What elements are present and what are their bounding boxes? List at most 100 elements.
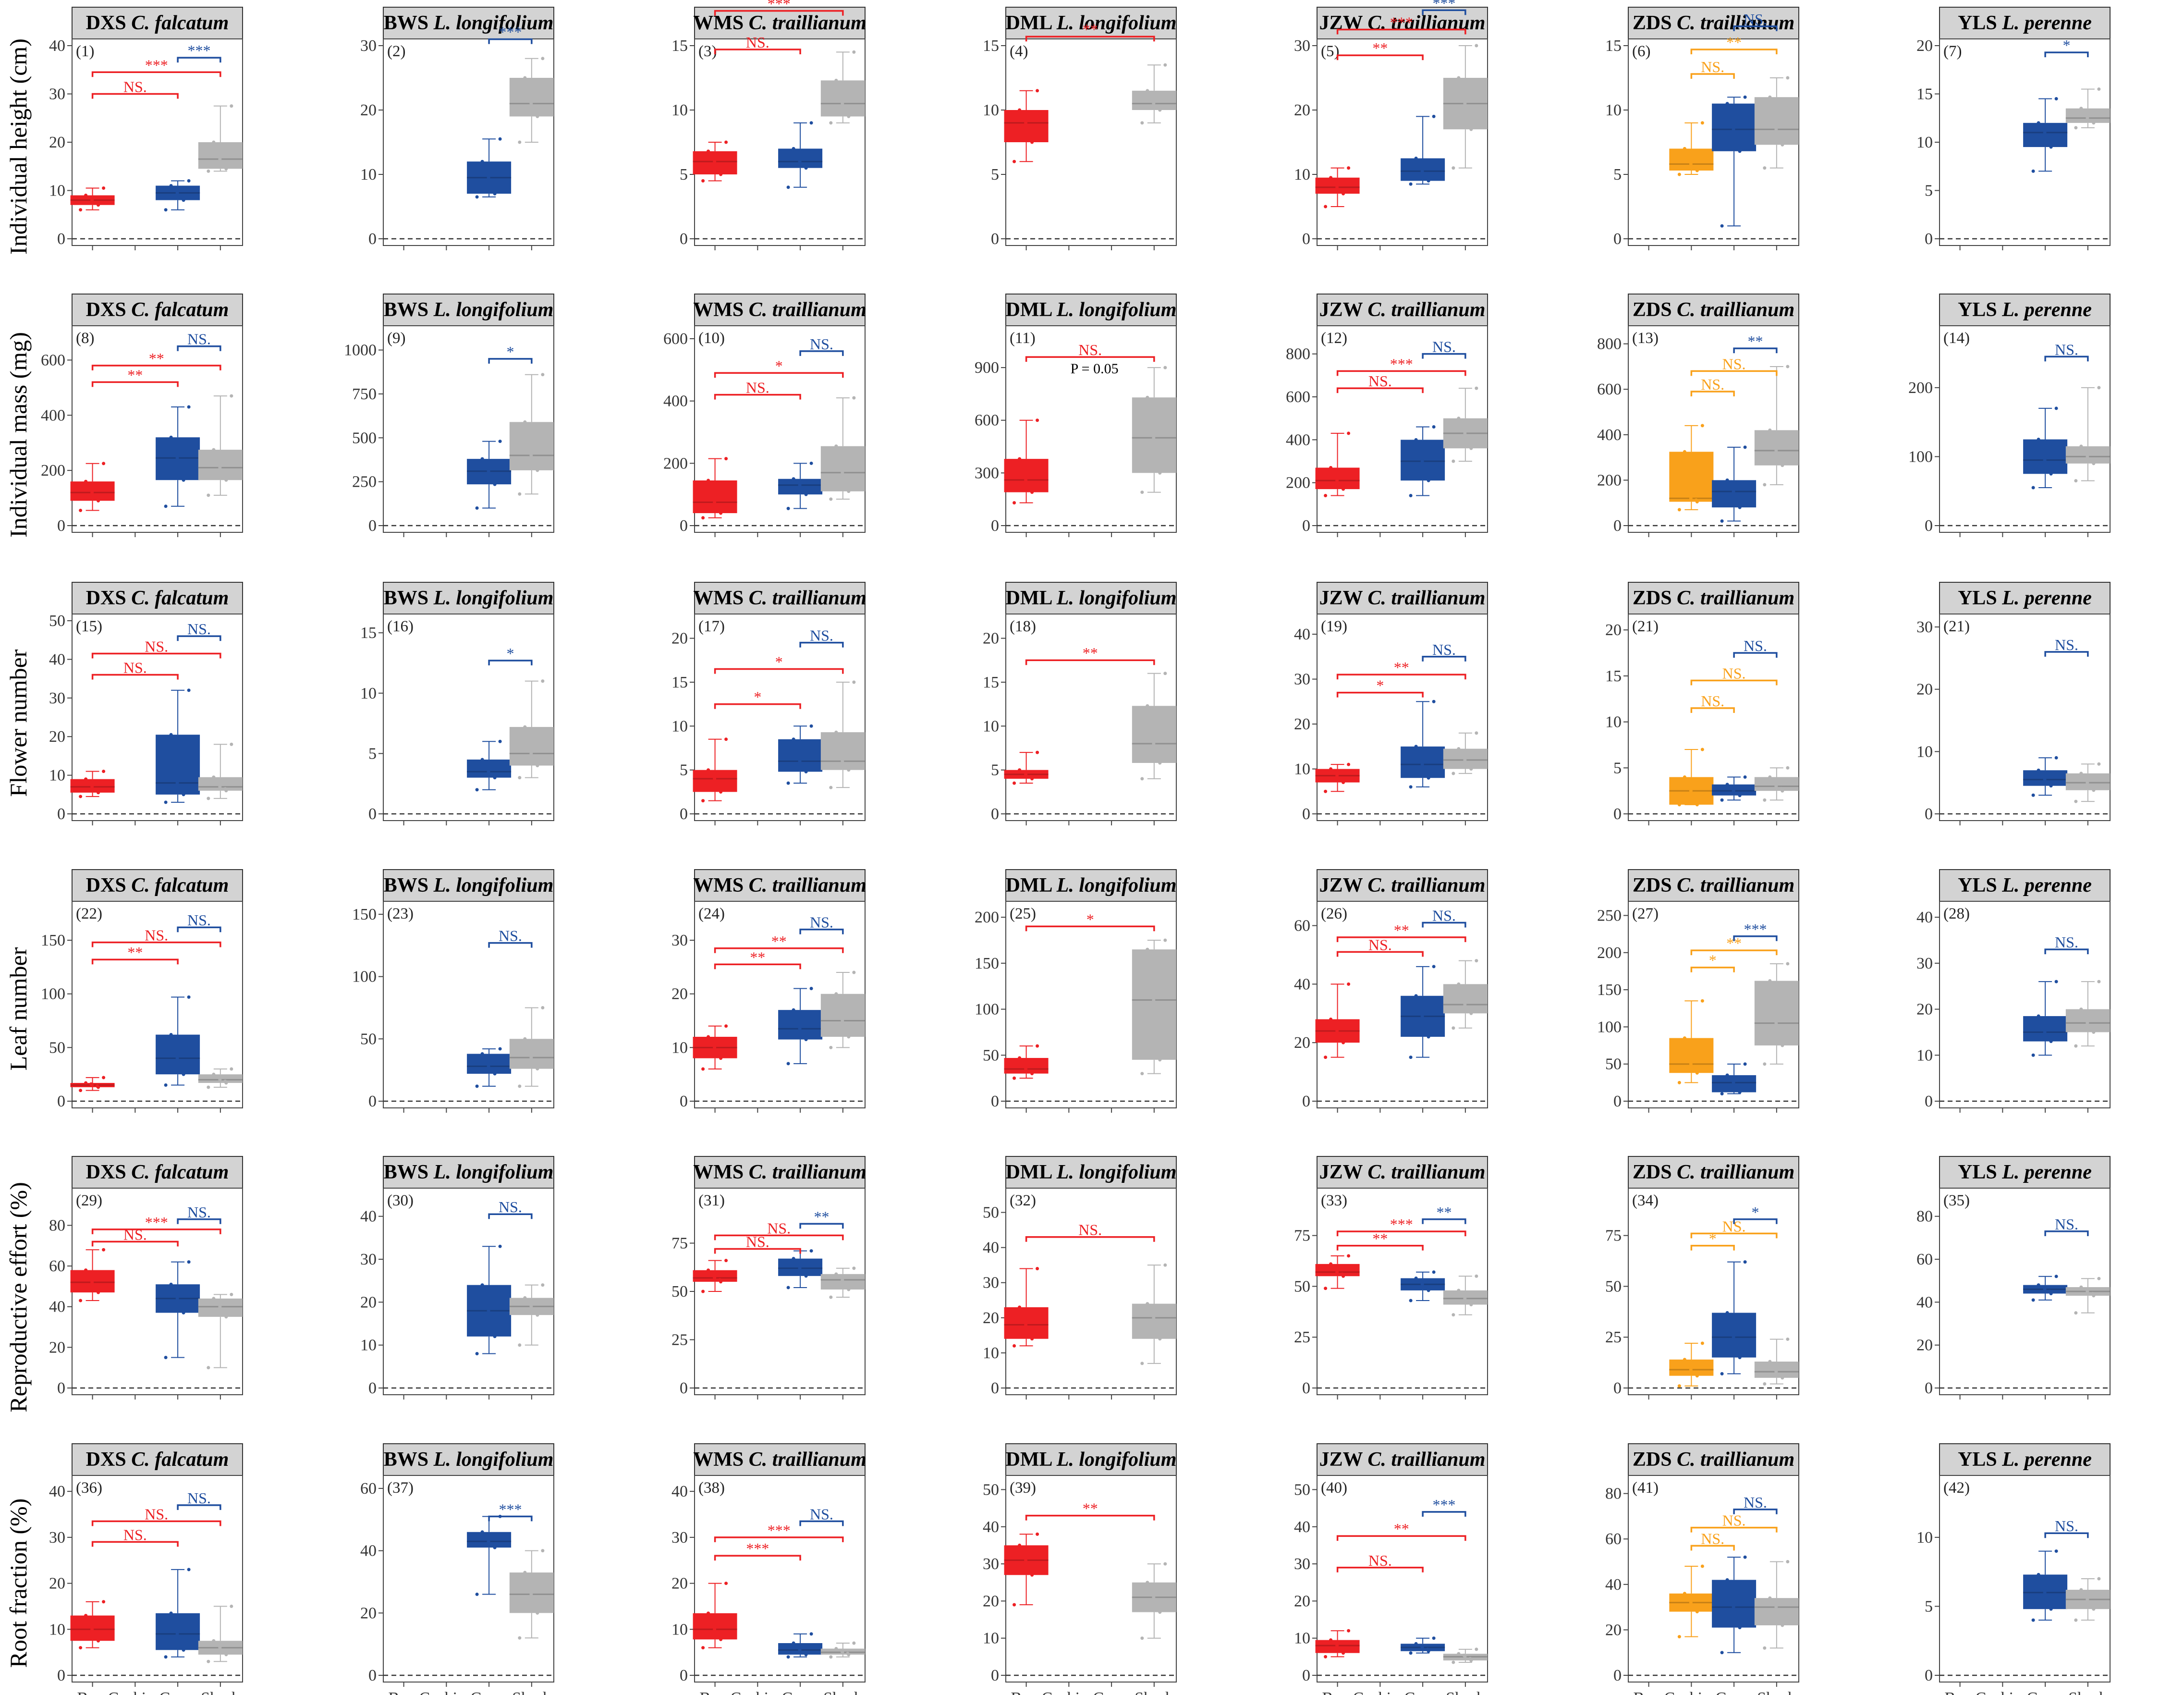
- data-point: [1426, 769, 1429, 773]
- data-point: [1694, 1605, 1698, 1609]
- data-point: [1743, 95, 1747, 99]
- y-tick-label: 10: [671, 1039, 688, 1056]
- data-point: [1780, 135, 1783, 139]
- y-tick-label: 20: [1605, 621, 1622, 639]
- data-point: [701, 1067, 705, 1071]
- data-point: [1163, 366, 1167, 369]
- strip-species: L. longifolium: [1056, 299, 1177, 321]
- y-tick-label: 300: [975, 464, 999, 482]
- strip-species: C. traillianum: [1677, 874, 1794, 897]
- panel-strip-title: DXS C. falcatum: [86, 12, 229, 34]
- data-point: [218, 1646, 222, 1650]
- data-point: [713, 1276, 717, 1280]
- data-point: [1342, 192, 1345, 196]
- data-point: [1468, 1007, 1472, 1011]
- box-shrub: [1754, 430, 1799, 466]
- y-tick-label: 600: [975, 412, 999, 430]
- data-point: [2043, 131, 2047, 135]
- y-tick-label: 60: [1605, 1530, 1622, 1548]
- panel-38: WMS C. traillianum 0 10 20 30 40 BareCushionGr…: [671, 1443, 866, 1695]
- x-tick-label: Grass: [470, 1689, 507, 1695]
- data-point: [175, 456, 179, 460]
- strip-site: DML: [1006, 1161, 1057, 1183]
- y-tick-label: 30: [49, 1529, 65, 1547]
- data-point: [1475, 731, 1478, 735]
- data-point: [1324, 1056, 1328, 1059]
- data-point: [169, 1033, 173, 1037]
- data-point: [207, 797, 210, 800]
- comparison-bracket: [1690, 391, 1735, 396]
- y-tick-label: 0: [368, 517, 377, 535]
- significance-label: NS.: [187, 620, 211, 638]
- y-tick-label: 5: [991, 762, 999, 779]
- data-point: [1024, 1323, 1028, 1327]
- data-point: [834, 444, 838, 448]
- data-point: [852, 1266, 856, 1270]
- strip-site: YLS: [1958, 1161, 2002, 1183]
- data-point: [1329, 176, 1333, 180]
- data-point: [1163, 938, 1167, 942]
- strip-species: C. traillianum: [1367, 1161, 1485, 1183]
- data-point: [1786, 1560, 1790, 1564]
- data-point: [535, 758, 538, 762]
- data-point: [1768, 95, 1772, 99]
- panel-number: (34): [1632, 1192, 1659, 1209]
- strip-site: YLS: [1958, 299, 2002, 321]
- data-point: [2037, 438, 2040, 442]
- y-tick-label: 0: [991, 230, 999, 248]
- data-point: [1158, 1610, 1162, 1614]
- strip-species: C. traillianum: [749, 1161, 866, 1183]
- data-point: [518, 492, 522, 496]
- panel-number: (39): [1010, 1479, 1036, 1497]
- box-bare: [693, 1613, 737, 1640]
- data-point: [1469, 1011, 1473, 1015]
- y-tick-label: 40: [360, 1208, 377, 1226]
- data-point: [2079, 107, 2083, 111]
- panel-strip-title: JZW C. traillianum: [1319, 299, 1486, 321]
- significance-label: NS.: [746, 379, 769, 396]
- data-point: [1694, 1067, 1698, 1070]
- data-point: [217, 457, 221, 461]
- data-point: [475, 1352, 479, 1356]
- y-tick-label: 30: [360, 1251, 377, 1268]
- data-point: [96, 495, 99, 499]
- significance-label: ***: [1744, 921, 1767, 938]
- data-point: [1738, 1626, 1742, 1630]
- data-point: [1163, 1562, 1167, 1566]
- data-point: [1029, 1566, 1033, 1570]
- strip-species: L. longifolium: [433, 1449, 554, 1471]
- y-tick-label: 10: [360, 685, 377, 702]
- data-point: [1158, 108, 1162, 112]
- data-point: [1341, 777, 1344, 781]
- y-tick-label: 900: [975, 359, 999, 377]
- y-tick-label: 10: [1916, 134, 1933, 151]
- y-tick-label: 5: [1925, 182, 1933, 200]
- panel-number: (9): [387, 330, 405, 347]
- significance-label: NS.: [1701, 58, 1724, 75]
- data-point: [719, 172, 723, 176]
- data-point: [1688, 1363, 1692, 1366]
- data-point: [541, 1006, 545, 1009]
- data-point: [487, 176, 490, 180]
- panel-strip: [1628, 7, 1799, 39]
- x-tick-label: Shrub: [1135, 1689, 1173, 1695]
- panel-18: DML L. longifolium 0 5 10 15 20 (18) **: [983, 582, 1177, 825]
- y-tick-label: 200: [1597, 944, 1622, 962]
- data-point: [1452, 1026, 1455, 1030]
- data-point: [1768, 428, 1772, 432]
- x-tick-label: Shrub: [201, 1689, 240, 1695]
- data-point: [713, 160, 717, 163]
- panel-strip-title: JZW C. traillianum: [1319, 587, 1486, 609]
- panel-number: (31): [698, 1192, 725, 1209]
- panel-6: ZDS C. traillianum 0 5 10 15 (6) NS.**NS.: [1605, 7, 1799, 250]
- data-point: [480, 1052, 484, 1056]
- significance-label: *: [1751, 1204, 1759, 1221]
- y-tick-label: 0: [991, 1093, 999, 1110]
- data-point: [786, 185, 790, 189]
- significance-label: *: [775, 653, 783, 671]
- data-point: [79, 795, 83, 798]
- data-point: [96, 788, 99, 792]
- data-point: [2054, 756, 2058, 760]
- data-point: [2085, 450, 2088, 454]
- data-point: [847, 490, 851, 493]
